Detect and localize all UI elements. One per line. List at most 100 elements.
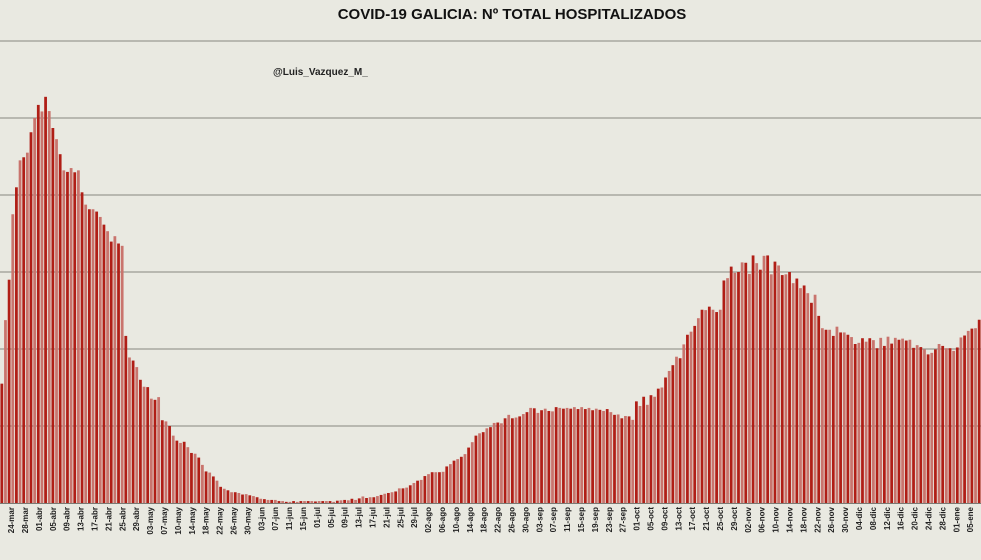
bar: [288, 501, 292, 503]
bar: [306, 501, 310, 503]
x-tick-labels: 24-mar 28-mar 01-abr 05-abr 09-abr 13-abr 17-a…: [7, 506, 975, 534]
bar: [722, 280, 726, 503]
bar: [255, 497, 259, 503]
x-tick-label: 25-abr: [118, 507, 127, 531]
bar: [875, 348, 879, 503]
x-tick-label: 01-oct: [633, 507, 642, 531]
bar: [135, 367, 139, 503]
bar: [0, 383, 4, 503]
bar: [565, 407, 569, 503]
bar: [963, 335, 966, 503]
x-tick-label: 03-sep: [535, 507, 544, 532]
bar: [98, 216, 102, 503]
x-tick-label: 03-may: [146, 506, 155, 534]
bar: [102, 224, 106, 503]
bar: [405, 487, 409, 503]
x-tick-label: 09-oct: [660, 507, 669, 531]
bar: [649, 395, 653, 503]
bar: [580, 407, 584, 503]
bar: [543, 408, 547, 503]
bar: [773, 261, 777, 503]
bar: [160, 420, 164, 503]
bar: [401, 488, 405, 503]
bar: [470, 442, 474, 503]
x-tick-label: 19-sep: [591, 507, 600, 532]
bar: [656, 388, 660, 503]
x-tick-label: 25-jul: [396, 507, 405, 528]
bar: [233, 492, 237, 503]
x-tick-label: 09-abr: [63, 507, 72, 531]
bar: [959, 337, 963, 503]
bar: [481, 432, 485, 503]
x-tick-label: 14-ago: [466, 507, 475, 533]
bar: [806, 293, 810, 503]
bar: [934, 349, 937, 503]
bar: [777, 265, 780, 503]
bar: [620, 418, 624, 503]
bar: [591, 410, 594, 503]
bar: [955, 347, 959, 503]
bar: [361, 496, 365, 503]
bar: [397, 488, 401, 503]
x-tick-label: 30-ago: [521, 507, 530, 533]
bar: [536, 412, 540, 503]
bar: [394, 491, 398, 503]
bar: [671, 365, 675, 503]
bar: [73, 172, 77, 504]
bar: [299, 501, 303, 503]
bar: [704, 310, 708, 503]
bar: [605, 409, 609, 503]
bar: [219, 486, 223, 503]
bar: [44, 96, 47, 503]
bar: [686, 334, 689, 503]
bar: [748, 273, 751, 503]
bar: [733, 272, 737, 503]
bar: [281, 501, 285, 503]
bar: [689, 331, 693, 503]
x-tick-label: 17-abr: [90, 507, 99, 531]
bar: [252, 496, 255, 503]
bar: [58, 154, 62, 503]
bar: [55, 139, 58, 503]
bar: [937, 344, 941, 503]
bar: [106, 231, 109, 503]
x-tick-label: 24-dic: [924, 506, 933, 530]
bar: [500, 423, 503, 503]
bar: [193, 453, 197, 503]
bar: [634, 401, 638, 503]
bar: [795, 278, 799, 503]
bar: [675, 356, 678, 503]
bar: [514, 417, 518, 503]
bar: [168, 426, 171, 503]
bar: [923, 349, 926, 503]
x-tick-label: 26-may: [229, 506, 238, 534]
bar: [190, 452, 193, 503]
bar: [153, 399, 157, 503]
x-tick-label: 06-ago: [438, 507, 447, 533]
bar: [882, 345, 886, 503]
bar: [445, 466, 449, 503]
bar: [693, 325, 697, 503]
x-tick-label: 01-ene: [952, 506, 961, 532]
bar: [277, 501, 281, 503]
bar: [627, 416, 631, 504]
x-tick-label: 22-may: [216, 506, 225, 534]
x-tick-label: 27-sep: [619, 507, 628, 532]
bar: [372, 497, 376, 503]
bar: [540, 410, 543, 503]
bar: [459, 456, 463, 503]
bar: [339, 500, 343, 503]
bar: [419, 479, 423, 503]
bar: [547, 410, 551, 503]
bar: [802, 285, 806, 503]
bar: [335, 500, 339, 503]
bar: [456, 459, 460, 503]
bar: [87, 209, 91, 503]
bar: [613, 414, 616, 503]
bar: [769, 274, 773, 503]
bar: [40, 111, 44, 503]
bar: [642, 396, 646, 503]
x-tick-label: 30-nov: [841, 506, 850, 532]
bar: [463, 454, 467, 503]
